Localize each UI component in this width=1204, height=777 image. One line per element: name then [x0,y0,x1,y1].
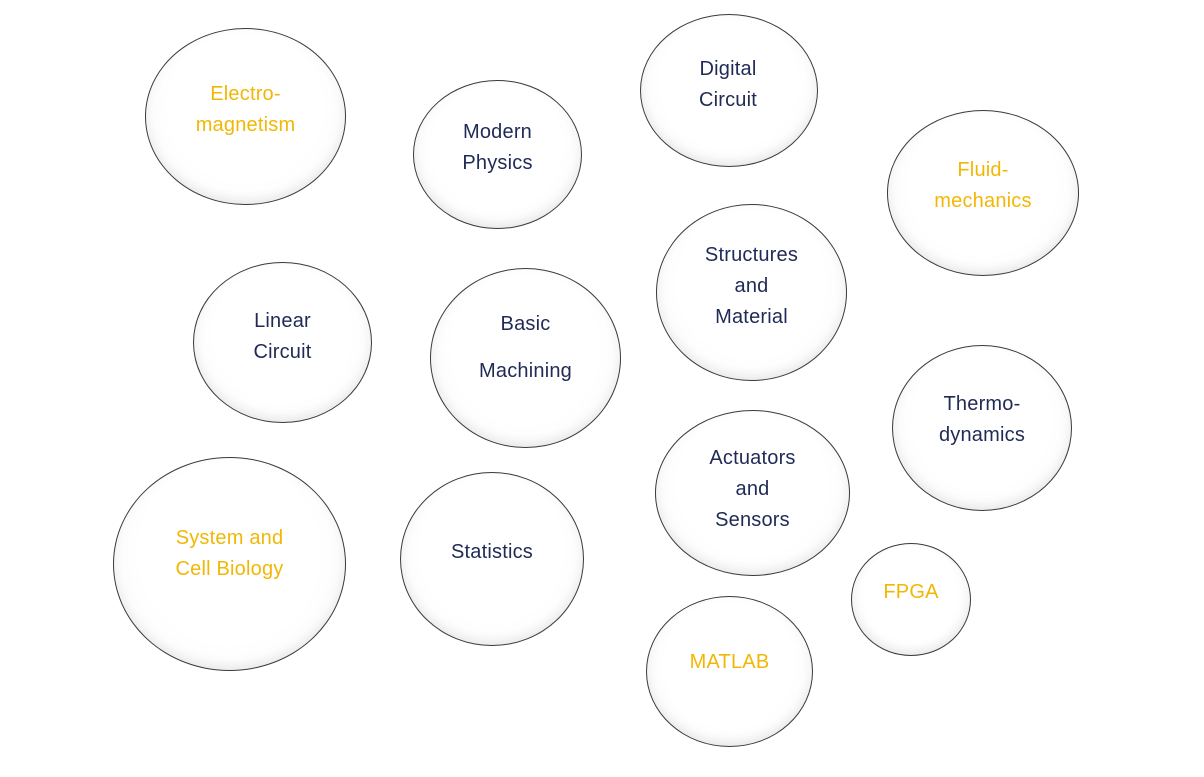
bubble-line: Actuators [709,446,796,469]
bubble-line: Fluid- [957,159,1009,181]
bubble-fluid-mechanics: Fluid- mechanics [887,110,1079,276]
bubble-statistics: Statistics [400,472,584,646]
bubble-modern-physics: Modern Physics [413,80,582,229]
bubble-label-statistics: Statistics [451,537,533,568]
bubble-line: Modern [462,120,532,143]
bubble-line: Basic [500,313,551,335]
bubble-line: Material [715,306,788,328]
bubble-label-electromagnetism: Electro- magnetism [196,79,296,141]
bubble-matlab: MATLAB [646,596,813,747]
bubble-label-linear-circuit: Linear Circuit [253,306,311,368]
bubble-line: MATLAB [689,651,770,673]
bubble-line: System and [175,526,284,549]
bubble-label-system-and-cell-biology: System and Cell Biology [175,523,283,585]
bubble-line: Thermo- [943,393,1021,415]
bubble-line: Statistics [450,540,534,563]
bubble-label-digital-circuit: Digital Circuit [699,54,757,116]
bubble-system-and-cell-biology: System and Cell Biology [113,457,346,671]
bubble-line: and [735,477,770,500]
bubble-fpga: FPGA [851,543,971,656]
bubble-label-fluid-mechanics: Fluid- mechanics [934,155,1031,217]
bubble-line: and [734,275,769,297]
bubble-label-actuators-and-sensors: Actuators and Sensors [709,443,795,536]
bubble-label-modern-physics: Modern Physics [462,117,532,179]
bubble-line: Circuit [698,88,758,111]
bubble-label-structures-and-material: Structures and Material [705,240,798,333]
bubble-line: Electro- [210,82,281,105]
bubble-label-thermodynamics: Thermo- dynamics [939,389,1025,451]
bubble-thermodynamics: Thermo- dynamics [892,345,1072,511]
bubble-label-fpga: FPGA [883,577,938,608]
bubble-line: Circuit [253,340,312,363]
bubble-basic-machining: Basic Machining [430,268,621,448]
bubble-electromagnetism: Electro- magnetism [145,28,346,205]
bubble-line: Linear [254,309,311,332]
bubble-line: Digital [699,57,757,80]
bubble-label-basic-machining: Basic Machining [479,309,572,387]
bubble-actuators-and-sensors: Actuators and Sensors [655,410,850,576]
bubble-line: dynamics [938,424,1026,446]
bubble-linear-circuit: Linear Circuit [193,262,372,423]
bubble-line: Physics [462,151,533,174]
bubble-digital-circuit: Digital Circuit [640,14,818,167]
bubble-structures-and-material: Structures and Material [656,204,847,381]
bubble-line: FPGA [883,581,939,603]
bubble-label-matlab: MATLAB [690,647,770,678]
bubble-line: Sensors [715,508,790,531]
bubble-line: Machining [479,360,572,382]
bubble-line: magnetism [195,113,296,136]
bubble-line: mechanics [934,190,1032,212]
bubble-line: Cell Biology [175,557,284,580]
bubble-line: Structures [704,244,799,266]
